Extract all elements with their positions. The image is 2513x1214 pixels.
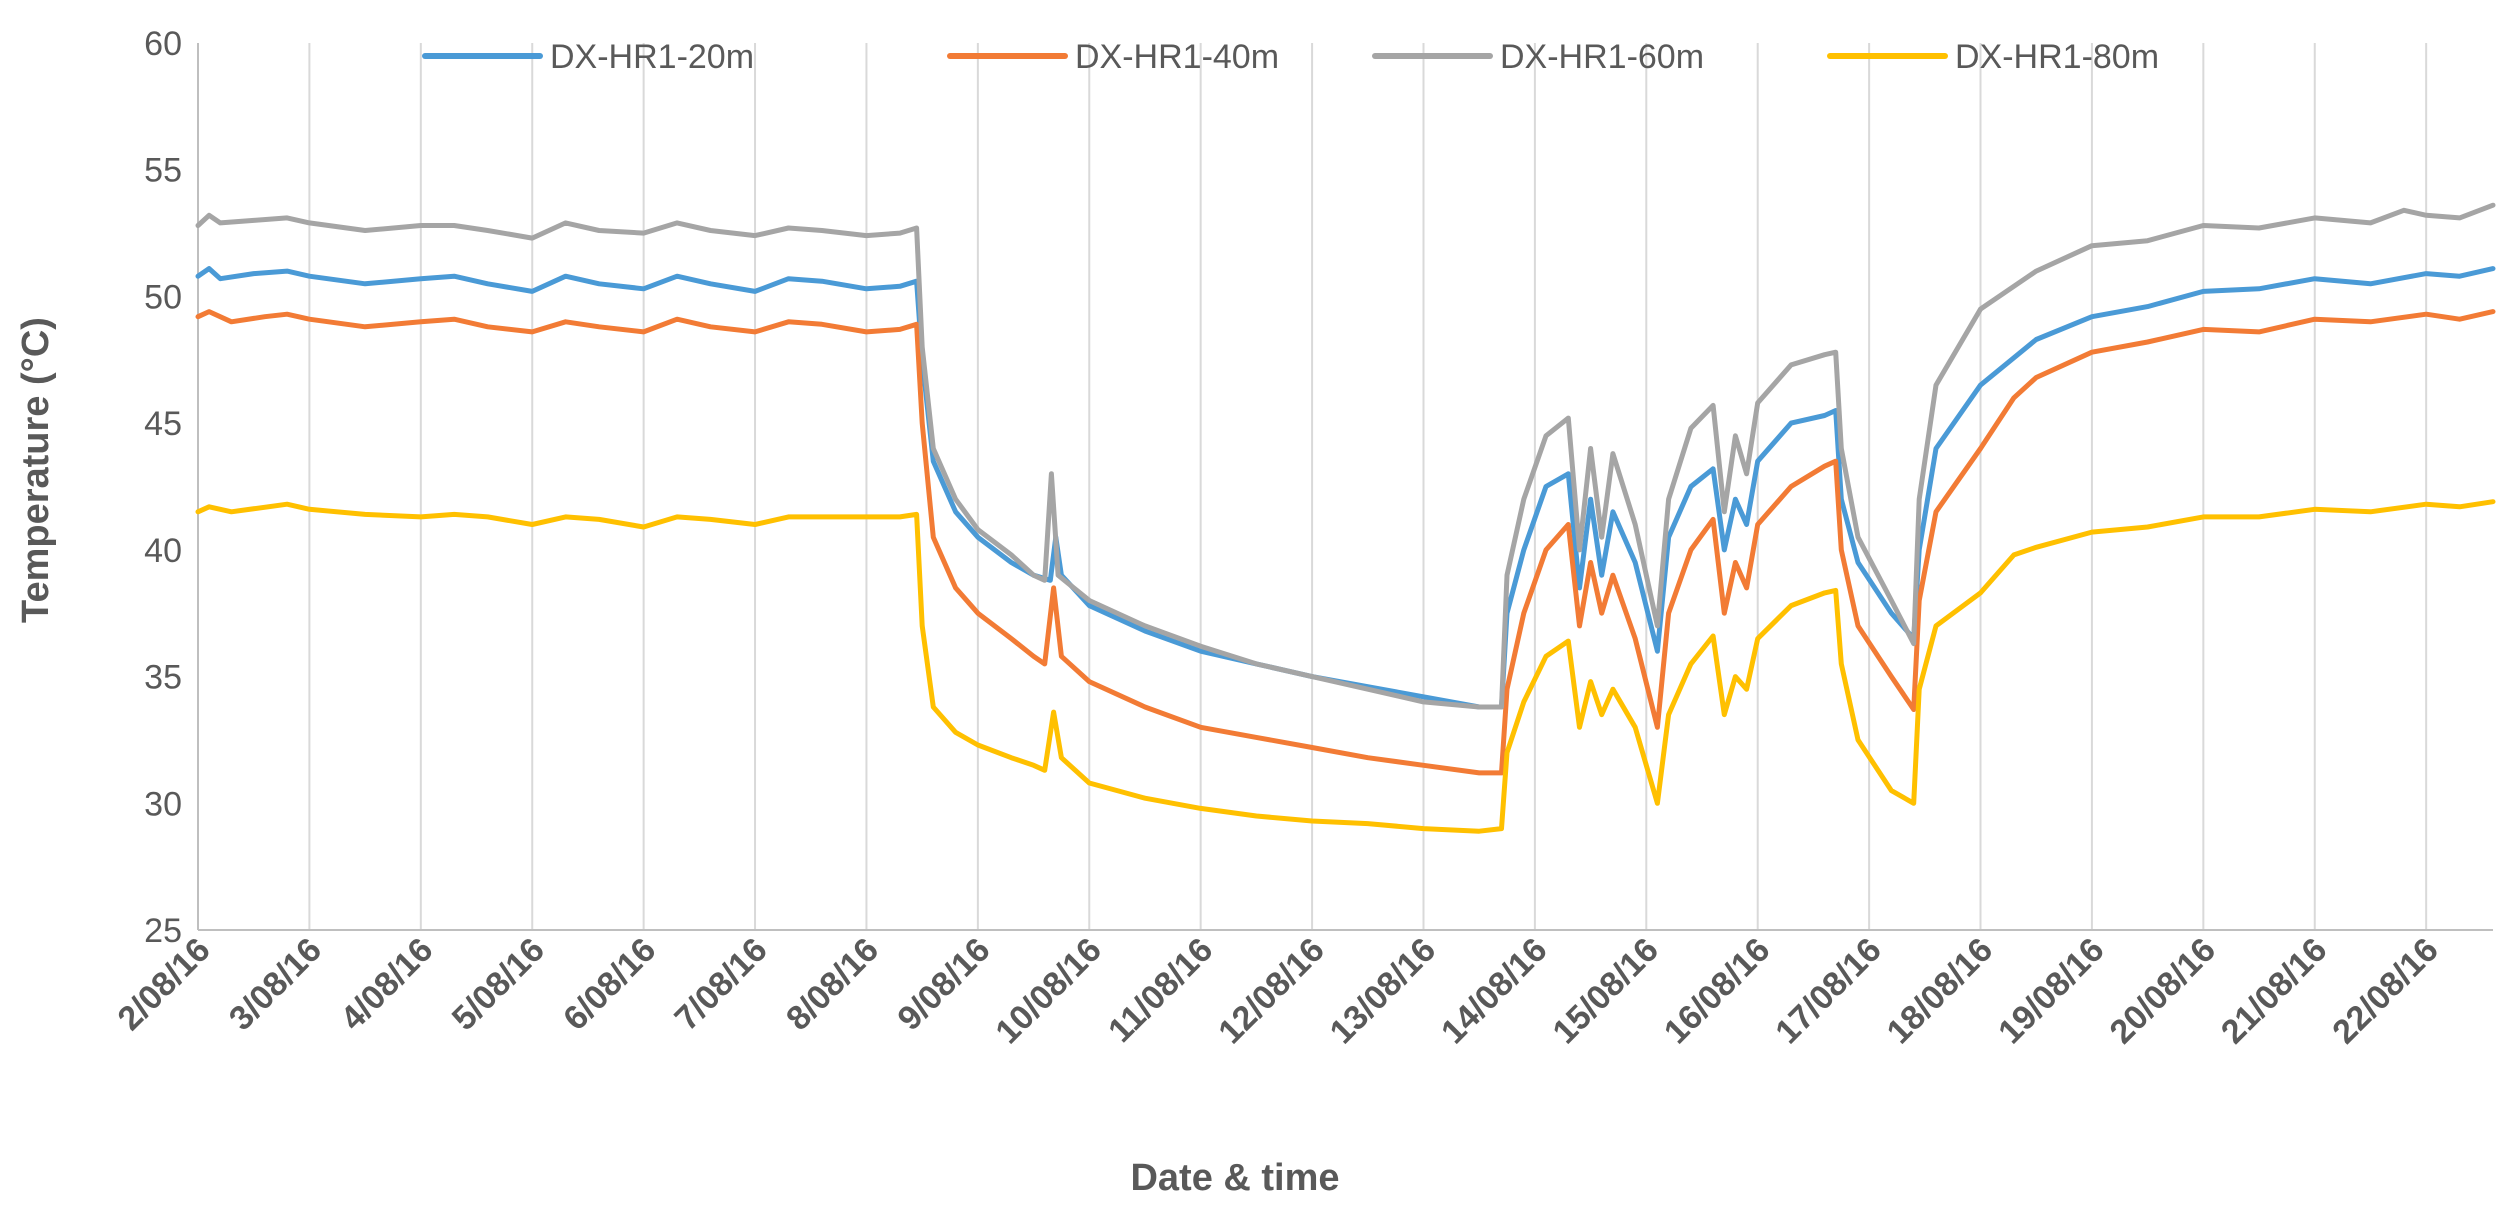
vertical-gridlines [197, 43, 2428, 930]
y-tick-label-55: 55 [144, 152, 182, 190]
y-tick-label-45: 45 [144, 405, 182, 443]
x-tick-label-3: 5/08/16 [445, 931, 552, 1038]
x-tick-label-18: 20/08/16 [2103, 931, 2223, 1051]
legend-label-dx-hr1-20m: DX-HR1-20m [550, 38, 754, 76]
x-tick-label-14: 16/08/16 [1657, 931, 1777, 1051]
x-tick-label-17: 19/08/16 [1991, 931, 2111, 1051]
y-tick-label-35: 35 [144, 659, 182, 697]
x-tick-label-10: 12/08/16 [1211, 931, 1331, 1051]
y-axis-title: Temperature (°C) [15, 317, 57, 623]
x-axis-title: Date & time [1130, 1157, 1339, 1199]
x-tick-label-5: 7/08/16 [668, 931, 775, 1038]
y-tick-label-30: 30 [144, 785, 182, 823]
legend: DX-HR1-20m DX-HR1-40m DX-HR1-60m DX-HR1-80m [422, 38, 2159, 76]
series-line-dx-hr1-60m [195, 202, 2496, 710]
x-tick-label-8: 10/08/16 [988, 931, 1108, 1051]
x-tick-label-6: 8/08/16 [779, 931, 886, 1038]
y-tick-label-60: 60 [144, 25, 182, 63]
x-tick-label-4: 6/08/16 [556, 931, 663, 1038]
x-tick-label-19: 21/08/16 [2214, 931, 2334, 1051]
x-tick-label-16: 18/08/16 [1880, 931, 2000, 1051]
x-tick-label-9: 11/08/16 [1101, 931, 1220, 1050]
x-tick-label-20: 22/08/16 [2325, 931, 2445, 1051]
x-tick-label-11: 13/08/16 [1323, 931, 1443, 1051]
y-tick-label-50: 50 [144, 278, 182, 316]
x-tick-label-12: 14/08/16 [1434, 931, 1554, 1051]
series-line-dx-hr1-40m [195, 309, 2496, 776]
x-tick-label-1: 3/08/16 [222, 931, 329, 1038]
legend-label-dx-hr1-40m: DX-HR1-40m [1075, 38, 1279, 76]
legend-label-dx-hr1-80m: DX-HR1-80m [1955, 38, 2159, 76]
y-tick-label-25: 25 [144, 912, 182, 950]
x-tick-label-2: 4/08/16 [333, 931, 440, 1038]
series-line-dx-hr1-20m [195, 266, 2496, 710]
x-tick-label-7: 9/08/16 [890, 931, 997, 1038]
y-tick-label-40: 40 [144, 532, 182, 570]
x-tick-label-15: 17/08/16 [1768, 931, 1888, 1051]
series-lines [195, 202, 2496, 834]
series-line-dx-hr1-80m [195, 499, 2496, 834]
legend-label-dx-hr1-60m: DX-HR1-60m [1500, 38, 1704, 76]
x-tick-label-13: 15/08/16 [1545, 931, 1665, 1051]
